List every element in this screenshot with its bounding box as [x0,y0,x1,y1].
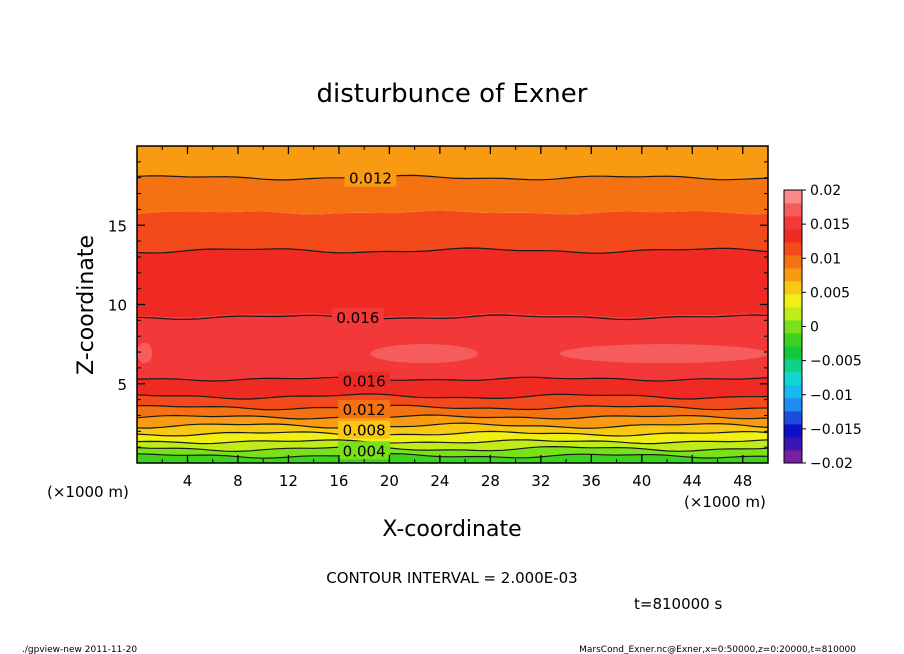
contour-band [137,248,768,318]
x-tick-label: 36 [582,472,601,490]
contour-label-bg [338,371,391,390]
contour-label: 0.016 [343,373,386,391]
colorbar-swatch [784,424,802,438]
colorbar-swatch [784,281,802,295]
chart-title: disturbunce of Exner [317,79,588,109]
contour-high-region [370,344,478,364]
colorbar-swatch [784,229,802,243]
x-tick-label: 28 [481,472,500,490]
x-tick-label: 12 [279,472,298,490]
x-tick-label: 48 [733,472,752,490]
colorbar-swatch [784,190,802,204]
contour-band [137,146,768,180]
colorbar-tick-label: 0.005 [810,285,850,301]
contour-line [137,314,768,321]
contour-interval-text: CONTOUR INTERVAL = 2.000E-03 [326,569,577,587]
x-tick-label: 44 [683,472,702,490]
x-tick-label: 40 [632,472,651,490]
contour-label-bg [338,400,391,419]
footer-left: ./gpview-new 2011-11-20 [22,645,137,654]
y-tick-label: 5 [117,376,127,394]
contour-label-bg [338,441,391,460]
contour-band [137,377,768,399]
contour-line [137,174,768,181]
colorbar-swatch [784,398,802,412]
contour-line [137,393,768,400]
x-unit-left: (×1000 m) [47,483,129,501]
colorbar-tick-label: 0.02 [810,183,841,199]
colorbar-swatch [784,294,802,308]
x-tick-label: 4 [183,472,193,490]
contour-high-region [559,344,768,364]
contour-label: 0.012 [343,401,386,419]
colorbar-swatch [784,320,802,334]
x-tick-label: 20 [380,472,399,490]
contour-band [137,439,768,452]
contour-label-bg [331,308,384,327]
contour-label: 0.008 [343,422,386,440]
x-unit-right: (×1000 m) [684,493,766,511]
contour-label-bg [338,420,391,439]
colorbar-swatch [784,359,802,373]
colorbar-swatch [784,372,802,386]
colorbar-swatch [784,385,802,399]
contour-band [137,431,768,444]
contour-line [137,445,768,453]
colorbar-swatch [784,216,802,230]
contour-label: 0.016 [336,309,379,327]
colorbar-tick-label: 0.01 [810,251,841,267]
colorbar-swatch [784,333,802,347]
x-tick-label: 16 [329,472,348,490]
colorbar-tick-label: −0.02 [810,456,853,472]
contour-band [137,446,768,459]
footer-right: MarsCond_Exner.nc@Exner,x=0:50000,z=0:20… [579,645,856,654]
colorbar-swatch [784,268,802,282]
colorbar-tick-label: 0.015 [810,217,850,233]
y-axis-label: Z-coordinate [74,235,99,375]
x-tick-label: 32 [531,472,550,490]
contour-label: 0.004 [343,442,386,460]
contour-line [137,430,768,437]
contour-line [137,414,768,420]
contour-line [137,404,768,411]
contour-high-region [137,342,153,364]
x-tick-label: 8 [233,472,243,490]
colorbar-tick-label: 0 [810,320,819,336]
contour-band [137,423,768,436]
contour-line [137,376,768,382]
contour-label: 0.012 [349,170,392,188]
colorbar-tick-label: −0.01 [810,388,853,404]
colorbar-swatch [784,307,802,321]
colorbar-swatch [784,203,802,217]
x-axis-label: X-coordinate [382,517,521,542]
colorbar-swatch [784,437,802,451]
contour-band [137,175,768,215]
contour-band [137,453,768,463]
contour-band [137,210,768,254]
contour-line [137,247,768,254]
y-tick-label: 10 [108,297,127,315]
colorbar: 0.02 0.015 0.01 0.005 0 −0.005 −0.01 −0.015 −0.0… [783,183,862,472]
contour-line [137,422,768,429]
contour-labels: 0.012 0.016 0.016 0.012 0.008 0.004 [331,168,397,460]
colorbar-tick-label: −0.005 [810,354,862,370]
contour-line [137,439,768,445]
time-text: t=810000 s [634,595,722,613]
contour-label-bg [344,168,397,187]
colorbar-swatch [784,450,802,464]
colorbar-tick-label: −0.015 [810,422,862,438]
contour-fill-bands [137,146,768,463]
colorbar-swatch [784,242,802,256]
colorbar-swatch [784,411,802,425]
colorbar-swatch [784,255,802,269]
contour-lines [137,174,768,459]
colorbar-swatch [784,346,802,360]
y-tick-label: 15 [108,217,127,235]
x-tick-label: 24 [430,472,449,490]
contour-line [137,452,768,459]
